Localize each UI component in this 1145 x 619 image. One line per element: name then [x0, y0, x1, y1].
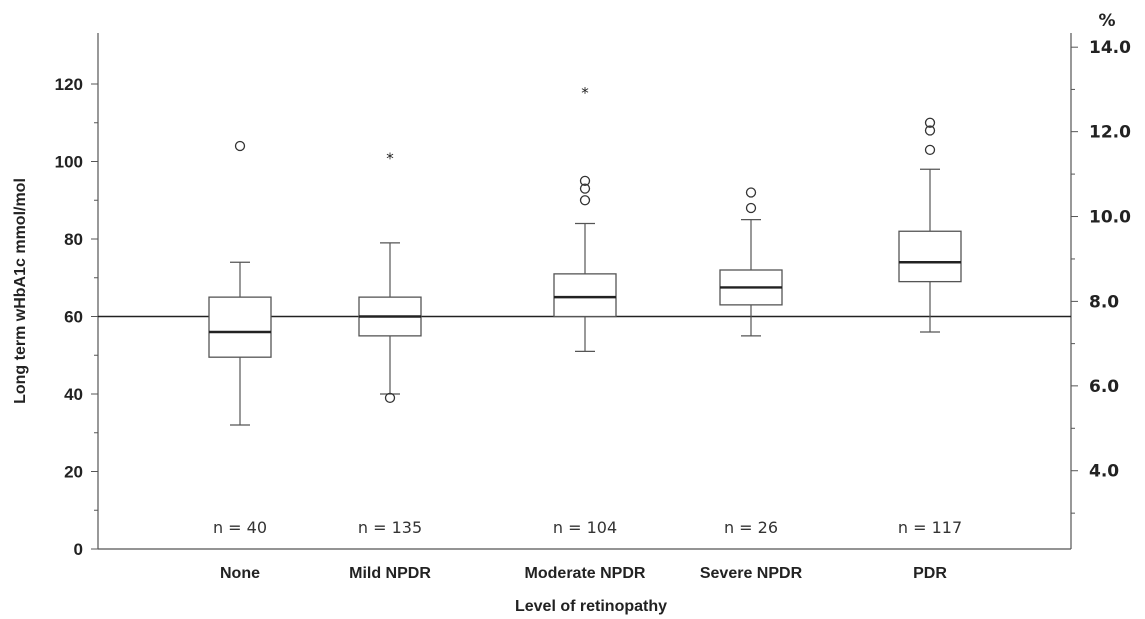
category-label-group: None Mild NPDR Moderate NPDR Severe NPDR PDR: [220, 565, 947, 582]
sample-size-label: n = 104: [553, 518, 617, 537]
outlier-point: [745, 187, 757, 198]
category-label: Severe NPDR: [700, 565, 803, 582]
x-axis-title: Level of retinopathy: [515, 598, 667, 615]
box-3: *: [553, 84, 617, 352]
iqr-box: [553, 273, 617, 318]
outlier-point: [579, 183, 591, 194]
outlier-point: [924, 125, 936, 136]
right-tick-group: 4.0 6.0 8.0 10.0 12.0 14.0: [1071, 38, 1131, 514]
outlier-point: [579, 175, 591, 187]
right-tick-label: 6.0: [1089, 377, 1119, 397]
right-tick-label: 14.0: [1089, 38, 1131, 58]
right-tick-label: 4.0: [1089, 462, 1119, 482]
right-tick-label: 10.0: [1089, 208, 1131, 228]
extreme-point: *: [581, 84, 589, 102]
outlier-point: [234, 140, 246, 152]
right-axis-unit: %: [1098, 11, 1115, 31]
box-4: [719, 187, 783, 337]
y-axis-title: Long term wHbA1c mmol/mol: [12, 178, 29, 404]
n-label-group: n = 40 n = 135 n = 104 n = 26 n = 117: [213, 518, 962, 537]
left-tick-label: 20: [64, 463, 83, 482]
category-label: Moderate NPDR: [525, 565, 646, 582]
sample-size-label: n = 40: [213, 518, 267, 537]
iqr-box: [898, 230, 962, 283]
sample-size-label: n = 117: [898, 518, 962, 537]
box-1: [208, 140, 272, 426]
extreme-point: *: [386, 150, 394, 168]
category-label: PDR: [913, 565, 947, 582]
left-tick-label: 100: [55, 153, 83, 172]
box-2: *: [358, 150, 422, 404]
iqr-box: [208, 296, 272, 358]
left-tick-label: 60: [64, 308, 83, 327]
left-tick-label: 80: [64, 230, 83, 249]
left-tick-label: 120: [55, 75, 83, 94]
right-tick-label: 12.0: [1089, 123, 1131, 143]
box-5: [898, 117, 962, 333]
outlier-point: [745, 202, 757, 214]
outlier-point: [384, 392, 396, 404]
category-label: Mild NPDR: [349, 565, 431, 582]
left-tick-group: 0 20 40 60 80 100 120: [55, 75, 98, 559]
sample-size-label: n = 135: [358, 518, 422, 537]
outlier-point: [924, 117, 936, 128]
category-label: None: [220, 565, 260, 582]
box-group: **: [208, 84, 962, 426]
right-tick-label: 8.0: [1089, 292, 1119, 312]
sample-size-label: n = 26: [724, 518, 778, 537]
outlier-point: [924, 144, 936, 156]
outlier-point: [579, 195, 591, 206]
left-tick-label: 40: [64, 385, 83, 404]
left-tick-label: 0: [74, 540, 83, 559]
